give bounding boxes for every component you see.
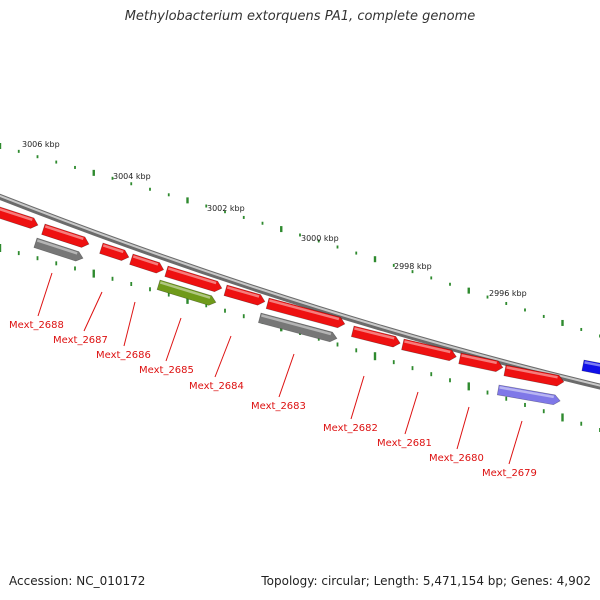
scale-label-3006: 3006 kbp: [22, 140, 60, 149]
gene-label-mext-2685[interactable]: Mext_2685: [139, 365, 194, 376]
gene-mext-2683-shine: [269, 299, 340, 321]
gene-mext-2684-body: [164, 265, 223, 293]
gene-label-mext-2688[interactable]: Mext_2688: [9, 320, 64, 331]
gene-label-mext-2681[interactable]: Mext_2681: [377, 438, 432, 449]
gene-lavender-shine: [499, 386, 554, 399]
leader-line-0: [37, 272, 53, 317]
gene-next-blue-body: [581, 359, 600, 375]
gene-mext-2684-shine: [167, 267, 217, 285]
leader-line-8: [456, 406, 470, 450]
accession-text: Accession: NC_010172: [9, 574, 146, 588]
gene-mext-2682[interactable]: [350, 325, 401, 349]
gene-mext-2683a-body: [223, 284, 266, 306]
gene-mext-2686-body: [99, 242, 130, 261]
gene-label-mext-2686[interactable]: Mext_2686: [96, 350, 151, 361]
genome-summary-text: Topology: circular; Length: 5,471,154 bp…: [261, 574, 591, 588]
gene-mext-2681[interactable]: [401, 338, 458, 362]
gene-mext-2683a-shine: [226, 286, 260, 298]
gene-mext-2688[interactable]: [0, 204, 40, 230]
gene-mext-2682-shine: [354, 327, 395, 340]
scale-ticks: [0, 143, 600, 432]
gene-mext-2682-body: [350, 325, 401, 348]
gene-next-blue[interactable]: [581, 359, 600, 375]
gene-mext-2685a[interactable]: [129, 253, 166, 275]
leader-line-4: [214, 335, 232, 378]
leader-line-2: [123, 301, 136, 347]
gene-lavender-body: [496, 384, 561, 406]
gene-green[interactable]: [156, 279, 217, 307]
leader-line-5: [278, 353, 295, 398]
gene-mext-2681-body: [401, 338, 457, 362]
gene-gray-1[interactable]: [33, 237, 85, 263]
gene-mext-2685a-body: [129, 253, 165, 274]
scale-label-3004: 3004 kbp: [113, 172, 151, 181]
leader-line-7: [404, 391, 419, 435]
gene-leader-lines: [37, 272, 523, 465]
gene-gray-1-body: [33, 237, 84, 262]
map-title: Methylobacterium extorquens PA1, complet…: [124, 9, 476, 24]
gene-mext-2686-shine: [102, 244, 124, 254]
gene-mext-2688-body: [0, 204, 39, 229]
scale-label-3000: 3000 kbp: [301, 234, 339, 243]
gene-mext-2685a-shine: [132, 255, 159, 266]
gene-mext-2687-body: [41, 223, 90, 248]
leader-line-6: [350, 375, 365, 420]
genome-backbone-highlight: [0, 194, 600, 387]
gene-green-shine: [159, 281, 211, 299]
gene-labels: Mext_2688 Mext_2687 Mext_2686 Mext_2685 …: [9, 320, 537, 479]
gene-gray-1-shine: [36, 239, 78, 255]
gene-gray-2[interactable]: [258, 312, 338, 343]
leader-line-3: [165, 317, 182, 362]
gene-mext-2683-body: [265, 297, 346, 329]
gene-label-mext-2679[interactable]: Mext_2679: [482, 468, 537, 479]
gene-mext-2680-body: [458, 352, 504, 372]
gene-mext-2686[interactable]: [99, 242, 131, 262]
gene-mext-2687-shine: [44, 225, 84, 240]
gene-next-blue-shine: [584, 361, 600, 367]
gene-green-body: [156, 279, 217, 306]
gene-mext-2687[interactable]: [41, 223, 91, 249]
leader-line-1: [83, 291, 103, 332]
scale-label-2998: 2998 kbp: [394, 262, 432, 271]
scale-label-3002: 3002 kbp: [207, 204, 245, 213]
gene-label-mext-2684[interactable]: Mext_2684: [189, 381, 244, 392]
gene-mext-2680-shine: [461, 354, 497, 365]
gene-mext-2679-body: [503, 364, 565, 387]
gene-mext-2680[interactable]: [458, 352, 504, 373]
gene-label-mext-2682[interactable]: Mext_2682: [323, 423, 378, 434]
scale-labels: 3006 kbp 3004 kbp 3002 kbp 3000 kbp 2998…: [22, 140, 527, 298]
gene-mext-2683a[interactable]: [223, 284, 266, 307]
gene-label-mext-2683[interactable]: Mext_2683: [251, 401, 306, 412]
gene-mext-2679[interactable]: [503, 364, 565, 387]
gene-label-mext-2687[interactable]: Mext_2687: [53, 335, 108, 346]
scale-label-2996: 2996 kbp: [489, 289, 527, 298]
gene-mext-2679-shine: [506, 366, 558, 379]
gene-label-mext-2680[interactable]: Mext_2680: [429, 453, 484, 464]
gene-lavender[interactable]: [496, 384, 561, 406]
gene-mext-2684[interactable]: [164, 265, 224, 293]
gene-mext-2688-shine: [0, 206, 33, 221]
gene-gray-2-shine: [261, 314, 332, 336]
leader-line-9: [508, 420, 523, 465]
gene-mext-2681-shine: [404, 340, 451, 354]
gene-features: [0, 204, 600, 406]
gene-mext-2683[interactable]: [265, 297, 346, 329]
gene-gray-2-body: [258, 312, 338, 343]
